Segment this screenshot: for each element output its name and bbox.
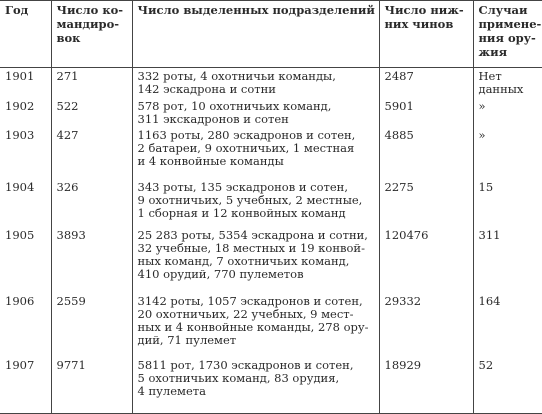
cell-units: 5811 рот, 1730 эскадронов и сотен, 5 охо… [131, 356, 380, 414]
cell-commands: 427 [50, 126, 133, 179]
cell-year: 1901 [0, 67, 52, 98]
cell-uses: 311 [472, 226, 542, 293]
table-row: 1907 9771 5811 рот, 1730 эскадронов и со… [0, 356, 542, 414]
cell-units: 3142 роты, 1057 эскадронов и сотен, 20 о… [131, 292, 380, 357]
cell-uses: 52 [472, 356, 542, 414]
cell-uses: 164 [472, 292, 542, 357]
table-row: 1901 271 332 роты, 4 охотничьи команды, … [0, 67, 542, 98]
cell-units: 578 рот, 10 охотничьих команд, 311 экска… [131, 97, 380, 127]
cell-units: 1163 роты, 280 эскадронов и сотен, 2 бат… [131, 126, 380, 179]
header-row: Год Число ко- мандиро- вок Число выделен… [0, 0, 542, 68]
cell-units: 343 роты, 135 эскадронов и сотен, 9 охот… [131, 178, 380, 227]
header-ranks: Число ниж- них чинов [378, 0, 474, 68]
cell-commands: 271 [50, 67, 133, 98]
cell-ranks: 5901 [378, 97, 474, 127]
cell-uses: Нет данных [472, 67, 542, 98]
cell-commands: 522 [50, 97, 133, 127]
cell-ranks: 29332 [378, 292, 474, 357]
cell-commands: 2559 [50, 292, 133, 357]
header-year: Год [0, 0, 52, 68]
cell-year: 1906 [0, 292, 52, 357]
table-row: 1906 2559 3142 роты, 1057 эскадронов и с… [0, 292, 542, 357]
table-row: 1904 326 343 роты, 135 эскадронов и соте… [0, 178, 542, 227]
cell-commands: 3893 [50, 226, 133, 293]
cell-units: 332 роты, 4 охотничьи команды, 142 эскад… [131, 67, 380, 98]
cell-ranks: 4885 [378, 126, 474, 179]
header-commands: Число ко- мандиро- вок [50, 0, 133, 68]
cell-units: 25 283 роты, 5354 эскадрона и сотни, 32 … [131, 226, 380, 293]
cell-year: 1903 [0, 126, 52, 179]
table-row: 1902 522 578 рот, 10 охотничьих команд, … [0, 97, 542, 127]
header-uses: Случаи примене- ния ору- жия [472, 0, 542, 68]
cell-year: 1904 [0, 178, 52, 227]
cell-commands: 326 [50, 178, 133, 227]
cell-ranks: 2487 [378, 67, 474, 98]
cell-commands: 9771 [50, 356, 133, 414]
cell-ranks: 120476 [378, 226, 474, 293]
header-units: Число выделенных подразделений [131, 0, 380, 68]
cell-uses: » [472, 97, 542, 127]
cell-uses: 15 [472, 178, 542, 227]
cell-ranks: 18929 [378, 356, 474, 414]
cell-uses: » [472, 126, 542, 179]
table-row: 1903 427 1163 роты, 280 эскадронов и сот… [0, 126, 542, 179]
cell-year: 1907 [0, 356, 52, 414]
table-row: 1905 3893 25 283 роты, 5354 эскадрона и … [0, 226, 542, 293]
cell-year: 1905 [0, 226, 52, 293]
cell-year: 1902 [0, 97, 52, 127]
cell-ranks: 2275 [378, 178, 474, 227]
